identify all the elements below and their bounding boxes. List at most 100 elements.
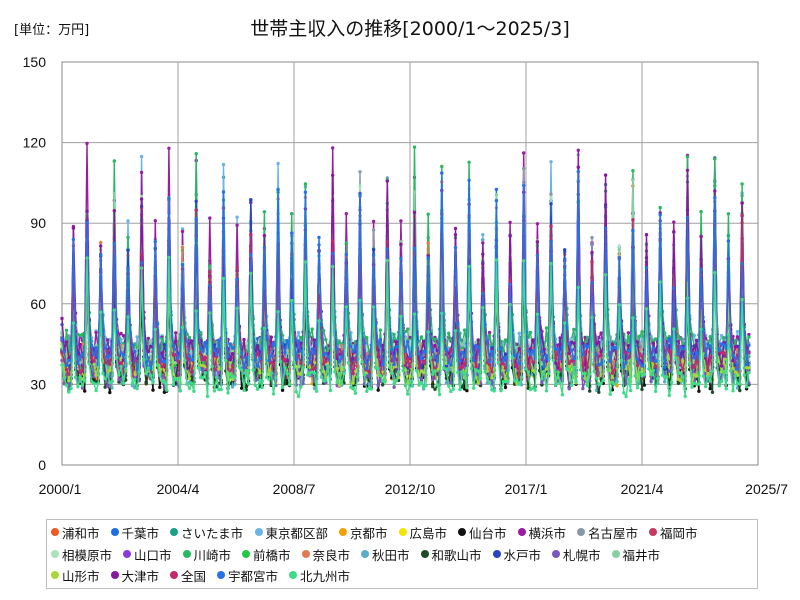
data-point	[722, 336, 726, 340]
data-point	[638, 334, 642, 338]
data-point	[180, 229, 185, 234]
data-point	[719, 333, 724, 338]
data-point	[440, 164, 444, 169]
data-point	[194, 152, 198, 156]
data-point	[462, 328, 467, 332]
data-point	[151, 388, 155, 392]
data-point	[376, 388, 380, 392]
data-point	[83, 389, 87, 393]
data-point	[344, 241, 348, 245]
data-point	[487, 330, 492, 335]
data-point	[549, 160, 553, 164]
data-point	[708, 335, 712, 339]
data-point	[626, 334, 631, 339]
data-point	[180, 245, 185, 250]
unit-label: [単位：万円]	[14, 22, 89, 38]
data-point	[528, 330, 533, 335]
series-layer	[60, 141, 751, 399]
data-point	[672, 220, 676, 224]
data-point	[139, 154, 144, 159]
data-point	[94, 330, 98, 335]
data-point	[365, 336, 369, 340]
data-point	[119, 331, 123, 336]
data-point	[126, 219, 130, 223]
data-point	[419, 335, 424, 339]
data-point	[158, 385, 162, 389]
data-point	[458, 331, 462, 335]
data-point	[640, 330, 644, 334]
data-point	[481, 233, 485, 237]
data-point	[296, 330, 301, 335]
data-point	[126, 235, 130, 240]
data-point	[112, 159, 117, 163]
data-point	[358, 184, 362, 188]
data-point	[517, 331, 521, 335]
data-point	[631, 169, 635, 173]
data-point	[160, 337, 164, 341]
data-point	[663, 331, 667, 335]
data-point	[549, 195, 553, 200]
data-point	[585, 335, 590, 339]
data-point	[167, 146, 171, 150]
chart-title: 世帯主収入の推移[2000/1～2025/3]	[250, 18, 570, 40]
data-point	[535, 222, 540, 226]
data-point	[522, 151, 526, 155]
data-point	[685, 155, 690, 159]
data-point	[105, 338, 110, 342]
data-point	[503, 385, 508, 390]
data-point	[406, 327, 410, 331]
data-point	[549, 192, 553, 196]
data-point	[290, 212, 294, 216]
data-point	[494, 187, 499, 192]
data-point	[235, 223, 239, 227]
data-point	[617, 244, 621, 248]
data-point	[699, 210, 703, 214]
data-point	[244, 341, 248, 345]
data-point	[139, 170, 144, 175]
data-point	[378, 328, 383, 332]
data-point	[280, 388, 285, 392]
data-point	[465, 388, 469, 393]
data-point	[208, 216, 212, 220]
data-point	[121, 341, 126, 346]
data-point	[121, 334, 126, 338]
data-point	[187, 335, 192, 340]
data-point	[392, 332, 396, 337]
data-point	[180, 227, 185, 231]
data-point	[399, 219, 403, 223]
data-point	[371, 219, 376, 224]
data-point	[508, 220, 512, 225]
data-point	[310, 327, 314, 331]
data-point	[576, 148, 580, 152]
data-point	[544, 326, 549, 330]
data-point	[697, 389, 701, 393]
data-point	[726, 212, 731, 216]
data-point	[64, 328, 69, 332]
data-point	[235, 215, 239, 219]
data-point	[276, 161, 280, 166]
data-point	[371, 228, 376, 232]
data-point	[467, 160, 471, 164]
data-point	[653, 337, 658, 341]
data-point	[108, 390, 112, 395]
data-point	[599, 331, 603, 335]
data-point	[626, 331, 631, 335]
data-point	[80, 332, 85, 336]
data-point	[735, 329, 740, 334]
data-point	[433, 337, 437, 341]
data-point	[135, 335, 139, 339]
data-point	[303, 182, 308, 186]
data-point	[590, 235, 594, 240]
data-point	[144, 381, 148, 386]
data-point	[679, 337, 683, 341]
data-point	[412, 145, 417, 149]
data-point	[713, 157, 717, 161]
data-point	[153, 219, 157, 223]
data-point	[426, 212, 430, 216]
data-point	[99, 240, 103, 245]
data-point	[208, 264, 212, 268]
data-point	[262, 210, 267, 214]
data-point	[233, 382, 237, 386]
data-point	[658, 205, 662, 210]
